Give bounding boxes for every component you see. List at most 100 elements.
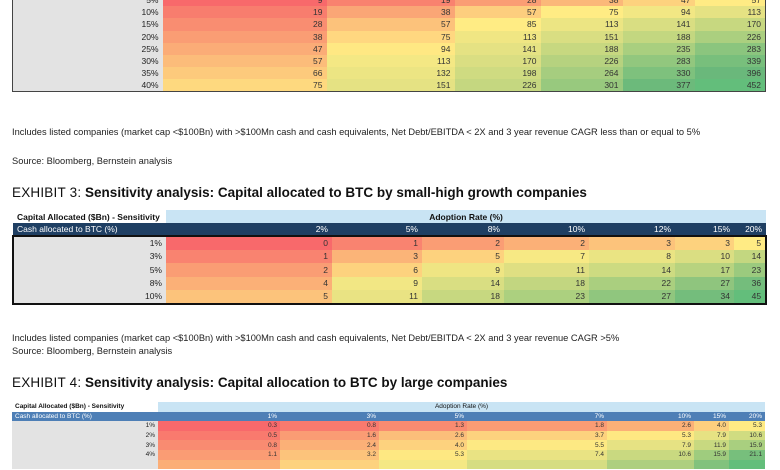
column-header: 10% — [504, 223, 589, 236]
table-cell: 85 — [454, 18, 541, 31]
row-label: 25% — [12, 42, 163, 55]
table-cell: 10.6 — [729, 430, 766, 441]
table-cell: 75 — [540, 6, 623, 19]
table-cell: 36 — [734, 276, 767, 290]
table-cell: 235 — [622, 42, 695, 55]
axis-label: Cash allocated to BTC (%) — [13, 223, 166, 236]
column-header: 20% — [734, 223, 767, 236]
table-cell: 3.2 — [280, 449, 379, 460]
table-cell: 198 — [454, 67, 541, 80]
table-cell: 264 — [540, 67, 623, 80]
table-cell: 113 — [694, 6, 766, 19]
table-cell: 5.5 — [467, 440, 607, 450]
footnote-exhibit-3: Includes listed companies (market cap <$… — [12, 333, 620, 343]
table-cell: 57 — [454, 6, 541, 19]
column-header: 15% — [675, 223, 734, 236]
row-label: 4% — [12, 449, 158, 460]
table-cell: 396 — [694, 67, 766, 80]
table-cell: 7.9 — [607, 440, 694, 450]
table-row: 1% 0 1 2 2 3 3 5 — [13, 236, 767, 250]
table-cell: 28 — [454, 0, 541, 7]
table-cell: 4.0 — [379, 440, 467, 450]
table-row: 2% 0.5 1.6 2.6 3.7 5.3 7.9 10.6 — [12, 430, 766, 441]
table-cell: 38 — [540, 0, 623, 7]
row-label: 40% — [12, 79, 163, 92]
table-cell: 18 — [504, 276, 589, 290]
table-cell: 27 — [675, 276, 734, 290]
table-cell: 14 — [589, 263, 675, 277]
table-cell: 34 — [675, 290, 734, 304]
table-cell: 3 — [675, 236, 734, 250]
table-cell: 22 — [589, 276, 675, 290]
table-cell: 17 — [675, 263, 734, 277]
exhibit-3-title: Sensitivity analysis: Capital allocated … — [85, 185, 587, 200]
table-cell: 2 — [166, 263, 332, 277]
table-cell: 14 — [422, 276, 504, 290]
table-cell: 47 — [622, 0, 695, 7]
table-cell: 151 — [540, 30, 623, 43]
table-cell: 8 — [589, 249, 675, 263]
column-header: 5% — [379, 411, 467, 422]
table-cell: 66 — [162, 67, 327, 80]
table-cell: 14 — [734, 249, 767, 263]
table-cell: 3 — [589, 236, 675, 250]
table-cell: 0 — [166, 236, 332, 250]
column-header: 7% — [467, 411, 607, 422]
row-label: 5% — [12, 0, 163, 7]
column-header: 5% — [332, 223, 422, 236]
table-cell: 6 — [332, 263, 422, 277]
table-cell: 11 — [332, 290, 422, 304]
column-header: 2% — [166, 223, 332, 236]
row-label: 10% — [12, 6, 163, 19]
table-cell — [280, 459, 379, 470]
table-row: 10% 19 38 57 75 94 113 — [12, 6, 766, 19]
table-cell: 75 — [326, 30, 455, 43]
table-row: 25% 47 94 141 188 235 283 — [12, 42, 766, 55]
column-header: 10% — [607, 411, 694, 422]
table-cell: 170 — [694, 18, 766, 31]
table-cell: 188 — [540, 42, 623, 55]
exhibit-3-heading: EXHIBIT 3: Sensitivity analysis: Capital… — [12, 185, 587, 200]
table-row: 15% 28 57 85 113 141 170 — [12, 18, 766, 31]
table-cell: 38 — [162, 30, 327, 43]
exhibit-4-number: EXHIBIT 4: — [12, 375, 82, 390]
row-label: 1% — [12, 421, 158, 431]
table-cell: 15.9 — [729, 440, 766, 450]
table-cell: 141 — [454, 42, 541, 55]
column-header: 20% — [729, 411, 766, 422]
table-cell: 3.7 — [467, 430, 607, 441]
table-cell: 330 — [622, 67, 695, 80]
table-cell — [607, 459, 694, 470]
table-cell: 28 — [162, 18, 327, 31]
table-cell: 19 — [326, 0, 455, 7]
row-label: 15% — [12, 18, 163, 31]
table-row: 40% 75 151 226 301 377 452 — [12, 79, 766, 92]
table-row: 4% 1.1 3.2 5.3 7.4 10.6 15.9 21.1 — [12, 449, 766, 460]
exhibit-4-title: Sensitivity analysis: Capital allocation… — [85, 375, 508, 390]
table-cell: 15.9 — [694, 449, 729, 460]
table-cell: 226 — [540, 54, 623, 68]
row-label: 5% — [13, 263, 166, 277]
table-cell: 2.4 — [280, 440, 379, 450]
table-row: 10% 5 11 18 23 27 34 45 — [13, 290, 767, 304]
table-cell: 9 — [422, 263, 504, 277]
column-header: 12% — [589, 223, 675, 236]
table-cell: 141 — [622, 18, 695, 31]
table-cell: 113 — [540, 18, 623, 31]
table-cell: 339 — [694, 54, 766, 68]
table-cell: 5 — [422, 249, 504, 263]
table-cell: 94 — [326, 42, 455, 55]
table-cell: 0.8 — [280, 421, 379, 431]
table-cell: 38 — [326, 6, 455, 19]
table-cell: 170 — [454, 54, 541, 68]
table-cell: 226 — [454, 79, 541, 92]
table-cell: 23 — [734, 263, 767, 277]
table-cell: 377 — [622, 79, 695, 92]
table-cell: 132 — [326, 67, 455, 80]
table-cell: 9 — [332, 276, 422, 290]
table-cell: 2 — [422, 236, 504, 250]
table-cell: 283 — [622, 54, 695, 68]
table-cell: 5 — [166, 290, 332, 304]
table-cell: 47 — [162, 42, 327, 55]
table-cell: 1 — [332, 236, 422, 250]
